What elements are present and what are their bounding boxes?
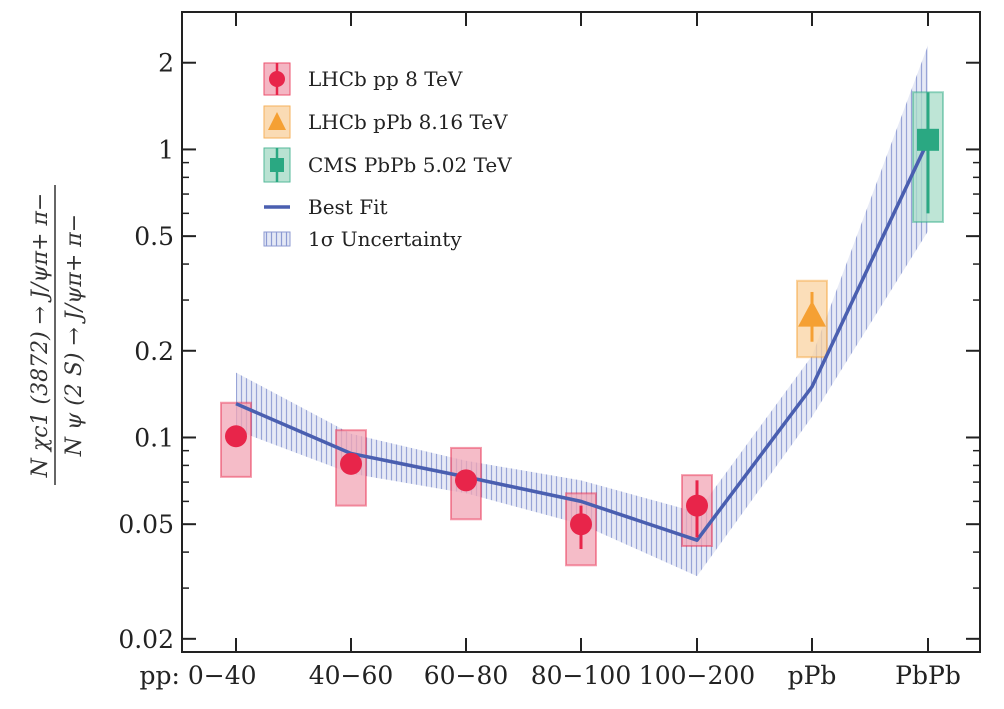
data-point-circle-2	[455, 469, 477, 492]
x-tick-label-6: PbPb	[895, 661, 961, 690]
uncertainty-band	[236, 45, 928, 577]
legend-circle-marker	[269, 71, 285, 87]
data-point-triangle-0	[798, 300, 826, 327]
legend-label-lhcb-pp: LHCb pp 8 TeV	[308, 67, 463, 91]
x-tick-label-4: 100−200	[639, 661, 755, 690]
legend-label-best-fit: Best Fit	[308, 195, 388, 219]
data-point-square-0	[917, 128, 939, 151]
legend-entry-cms-pbpb: CMS PbPb 5.02 TeV	[263, 147, 512, 183]
y-tick-label-0: 0.02	[118, 625, 174, 654]
data-point-circle-0	[225, 425, 247, 448]
y-label-denominator: N ψ (2 S) → J/ψπ+ π−	[62, 214, 87, 457]
legend-entry-lhcb-ppb: LHCb pPb 8.16 TeV	[263, 105, 508, 139]
y-axis-label: N χc1 (3872) → J/ψπ+ π− N ψ (2 S) → J/ψπ…	[28, 185, 87, 485]
y-tick-label-5: 1	[158, 135, 174, 164]
y-tick-label-3: 0.2	[134, 337, 174, 366]
x-tick-label-5: pPb	[788, 661, 837, 690]
y-tick-label-6: 2	[158, 49, 174, 78]
legend-label-lhcb-ppb: LHCb pPb 8.16 TeV	[308, 110, 508, 134]
legend-label-cms-pbpb: CMS PbPb 5.02 TeV	[308, 153, 512, 177]
x-tick-label-0: pp: 0−40	[139, 661, 256, 690]
data-point-circle-4	[686, 494, 708, 517]
legend-triangle-marker	[268, 112, 286, 130]
y-tick-label-2: 0.1	[134, 423, 174, 452]
y-tick-label-4: 0.5	[134, 222, 174, 251]
legend: LHCb pp 8 TeV LHCb pPb 8.16 TeV CMS PbPb…	[263, 62, 512, 251]
x-tick-label-3: 80−100	[531, 661, 631, 690]
data-point-circle-3	[570, 513, 592, 536]
x-tick-label-1: 40−60	[309, 661, 394, 690]
data-point-circle-1	[340, 452, 362, 475]
legend-entry-lhcb-pp: LHCb pp 8 TeV	[263, 62, 463, 96]
y-tick-label-1: 0.05	[118, 510, 174, 539]
y-label-numerator: N χc1 (3872) → J/ψπ+ π−	[28, 193, 53, 479]
x-tick-label-2: 60−80	[424, 661, 509, 690]
legend-entry-best-fit: Best Fit	[264, 195, 388, 219]
legend-label-uncertainty: 1σ Uncertainty	[308, 227, 462, 251]
legend-entry-uncertainty: 1σ Uncertainty	[263, 227, 462, 251]
legend-square-marker	[270, 158, 284, 172]
